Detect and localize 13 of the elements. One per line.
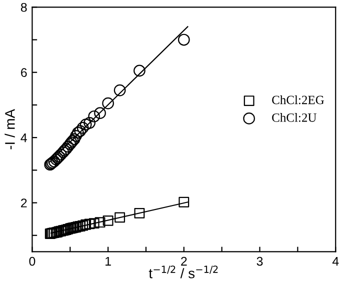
x-tick-label: 1 [106,257,111,266]
y-axis-title: -I / mA [4,108,15,150]
y-tick-label: 8 [20,2,27,12]
y-tick-label: 4 [20,133,27,142]
y-tick-label: 2 [21,198,27,208]
x-tick-label: 2 [181,256,187,266]
y-tick-label: 6 [21,68,27,78]
legend-label: ChCl:2EG [272,95,324,104]
x-axis-title: t$^{−1/2}$ / s$^{−1/2}$ [148,266,218,278]
x-tick-label: 3 [256,256,263,266]
x-tick-label: 4 [332,257,339,266]
legend-label: ChCl:2U [272,113,316,122]
x-tick-label: 0 [29,256,36,266]
